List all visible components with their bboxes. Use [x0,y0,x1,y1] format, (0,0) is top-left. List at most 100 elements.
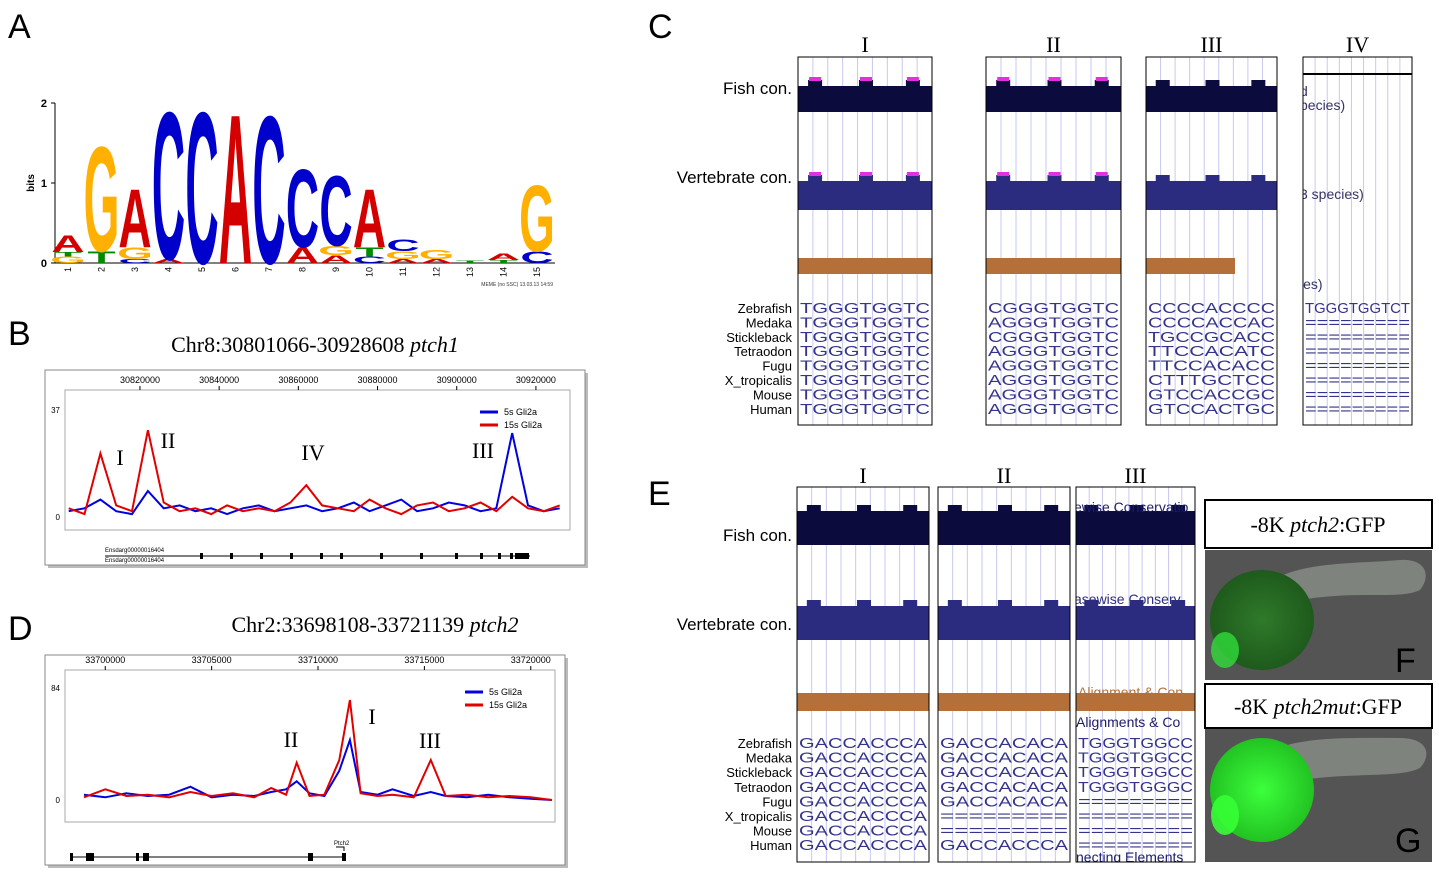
sequence: TGGGTGGTC [800,386,930,403]
gene-label: Ensdarg00000016404 [105,558,165,564]
column-bg [797,487,929,862]
vert-peak [806,600,821,607]
sequence: AGGGTGGTC [988,386,1119,403]
sequence: GACCACCCA [799,823,927,840]
sequence: ========= [940,808,1068,825]
sequence: TGGGTGGCC [1078,750,1193,767]
peak-label: I [116,445,123,470]
logo-position-label: 13 [465,267,475,277]
sequence: TGGGTGGTC [800,300,930,317]
x-tick-label: 30840000 [199,375,239,385]
logo-position-label: 2 [97,267,107,272]
legend-label: 15s Gli2a [504,420,542,430]
species-label: Medaka [746,751,793,766]
x-tick-label: 33710000 [298,655,338,665]
embryo-label: -8K ptch2mut:GFP [1234,694,1402,719]
sequence: TGCCGCACC [1148,329,1275,346]
fish-peak [1171,505,1186,512]
embryo-label-gene: ptch2 [1288,512,1339,537]
exon [340,553,343,559]
logo-letter: T [87,249,115,267]
logo-position-label: 6 [231,267,241,272]
logo-letter: A [152,258,185,264]
gene-label: Ensdarg00000016404 [105,548,165,554]
legend-label: 5s Gli2a [489,687,522,697]
logo-letter: G [117,245,153,263]
peak-label: III [419,728,441,753]
alignment-column: TGGGTGGTCTGGGTGGTCTGGGTGGTCTGGGTGGTCTGGG… [798,57,932,425]
fish-track [1146,86,1277,112]
plot-frame [64,669,556,823]
peak-label: II [161,428,176,453]
logo-letter: G [50,255,86,265]
exon [200,553,203,559]
sequence: AGGGTGGTC [988,372,1119,389]
species-label: Medaka [746,315,793,330]
fish-peak [1044,505,1059,512]
embryo-label-prefix: -8K [1250,512,1290,537]
sequence: AGGGTGGTC [988,314,1119,331]
logo-position-label: 9 [331,267,341,272]
highlight [906,77,919,81]
legend-label: 15s Gli2a [489,700,527,710]
chart-title-region: Chr8:30801066-30928608 [171,332,410,357]
logo-letter: C [386,237,419,255]
sequence: AGGGTGGTC [988,343,1119,360]
alignment-column: GACCACCCAGACCACCCAGACCACCCAGACCACCCAGACC… [797,487,929,862]
embryo-label-gene: ptch2mut [1272,694,1357,719]
track-caption: pecies) [1300,97,1345,113]
fish-peak [1094,80,1109,87]
species-label: Fugu [762,794,792,809]
logo-letter: T [54,251,82,259]
vert-peak [1129,600,1144,607]
fish-peak [1047,80,1062,87]
species-label: Tetraodon [734,344,792,359]
exon [510,553,513,559]
peak-label: I [368,704,375,729]
vert-peak [1251,175,1266,182]
exon [498,553,501,559]
embryo-photo-f [1205,550,1432,680]
sequence: GTCCACCGC [1148,386,1275,403]
logo-letter: C [252,74,285,309]
panel-label: E [648,475,671,513]
track-caption: necting Elements [1076,849,1183,865]
logo-letter: C [152,70,185,305]
alignment-column: CCCCACCCCCCCCACCACTGCCGCACCTTCCACATCTTCC… [1146,57,1277,425]
chart-title-gene: ptch1 [408,332,459,357]
alignment-column: GACCACACAGACCACACAGACCACACAGACCACACAGACC… [938,487,1070,862]
sequence: GACCACCCA [940,837,1068,854]
peak-label: IV [301,440,324,465]
embryo-label-suffix: :GFP [1356,694,1402,719]
exon [136,853,139,861]
logo-letter: C [520,249,553,267]
logo-position-label: 5 [197,267,207,272]
fish-peak [905,80,920,87]
logo-letter: A [286,243,319,268]
column-bg [938,487,1070,862]
exon [308,853,313,861]
fish-track [798,86,932,112]
y-tick-label: 84 [51,684,60,693]
vert-peak [947,600,962,607]
logo-letter: C [185,68,218,310]
highlight [1095,172,1108,176]
logo-position-label: 8 [298,267,308,272]
track-caption: d [1300,83,1308,99]
sequence: ========= [940,823,1068,840]
embryo-label-prefix: -8K [1234,694,1274,719]
highlight [1095,77,1108,81]
fish-peak [947,505,962,512]
column-bg [798,57,932,425]
y-tick-label: 37 [51,406,60,415]
track-label: Vertebrate con. [677,615,792,634]
sequence: GACCACACA [940,735,1068,752]
species-label: Zebrafish [738,736,792,751]
sequence: GACCACACA [940,764,1068,781]
exon [86,853,94,861]
highlight [997,77,1010,81]
sequence: GACCACCCA [799,779,927,796]
sequence: ========= [1078,793,1193,810]
track-caption: asewise Conserv [1074,591,1181,607]
